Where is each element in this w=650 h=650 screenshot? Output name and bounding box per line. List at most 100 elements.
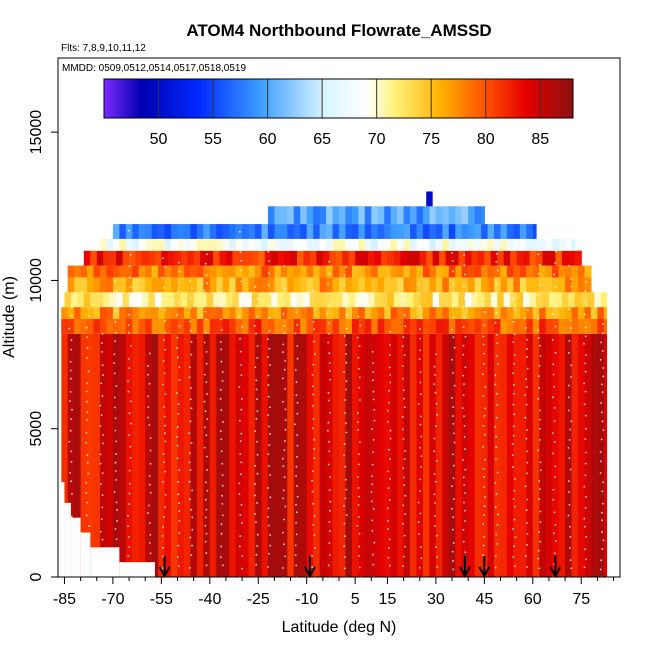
- heatmap-cell: [87, 307, 95, 319]
- track-point: [311, 555, 313, 557]
- heatmap-cell: [87, 265, 95, 278]
- heatmap-cell: [158, 265, 166, 278]
- track-point: [388, 366, 391, 369]
- track-point: [129, 422, 132, 425]
- heatmap-cell: [64, 292, 72, 308]
- heatmap-cell: [293, 224, 301, 239]
- track-point: [599, 358, 602, 361]
- heatmap-cell: [397, 265, 405, 278]
- track-point: [115, 567, 117, 570]
- track-point: [345, 514, 348, 517]
- track-point: [177, 493, 180, 496]
- track-point: [435, 460, 438, 462]
- track-point: [204, 498, 207, 501]
- heatmap-cell: [229, 238, 237, 251]
- track-point: [526, 386, 528, 388]
- heatmap-cell: [536, 250, 544, 266]
- track-point: [296, 455, 298, 458]
- track-point: [254, 483, 256, 485]
- track-point: [87, 370, 90, 373]
- track-point: [311, 566, 314, 569]
- heatmap-cell: [203, 333, 211, 577]
- track-point: [539, 306, 542, 309]
- track-point: [388, 389, 390, 392]
- heatmap-cell: [416, 224, 424, 239]
- heatmap-cell: [345, 318, 353, 334]
- heatmap-cell: [171, 224, 179, 239]
- track-point: [326, 312, 329, 315]
- track-point: [267, 465, 270, 467]
- track-point: [283, 368, 286, 371]
- x-tick-label: -55: [150, 591, 173, 608]
- track-point: [128, 546, 131, 548]
- track-point: [188, 461, 191, 464]
- track-point: [452, 542, 455, 544]
- track-point: [600, 341, 603, 344]
- track-point: [178, 281, 181, 284]
- track-point: [268, 330, 271, 332]
- heatmap-cell: [539, 318, 547, 334]
- heatmap-cell: [280, 307, 288, 319]
- heatmap-cell: [297, 250, 305, 266]
- track-point: [418, 567, 421, 569]
- heatmap-cell: [490, 292, 498, 308]
- heatmap-cell: [497, 292, 505, 308]
- heatmap-cell: [235, 333, 243, 577]
- heatmap-cell: [203, 238, 211, 251]
- track-point: [268, 552, 270, 555]
- heatmap-cell: [532, 265, 540, 278]
- track-point: [404, 325, 407, 328]
- track-point: [372, 362, 374, 364]
- heatmap-cell: [190, 307, 198, 319]
- track-point: [284, 440, 286, 442]
- heatmap-cell: [190, 224, 198, 239]
- heatmap-cell: [180, 250, 188, 266]
- track-point: [219, 430, 222, 432]
- heatmap-cell: [196, 265, 204, 278]
- heatmap-cell: [83, 292, 91, 308]
- heatmap-cell: [345, 224, 353, 239]
- track-point: [585, 354, 587, 356]
- heatmap-cell: [248, 224, 256, 239]
- track-point: [296, 345, 299, 347]
- track-point: [254, 366, 257, 369]
- heatmap-cell: [145, 318, 153, 334]
- heatmap-cell: [87, 318, 95, 334]
- heatmap-cell: [171, 238, 179, 251]
- track-point: [434, 546, 437, 549]
- heatmap-cell: [345, 238, 353, 251]
- heatmap-cell: [406, 250, 414, 266]
- track-point: [526, 309, 529, 311]
- heatmap-cell: [93, 307, 101, 319]
- track-point: [205, 274, 208, 277]
- heatmap-cell: [403, 238, 411, 251]
- track-point: [539, 409, 542, 412]
- heatmap-cell: [571, 307, 579, 319]
- heatmap-cell: [377, 318, 385, 334]
- track-point: [526, 367, 529, 370]
- track-point: [282, 531, 284, 534]
- track-point: [102, 442, 104, 445]
- track-point: [401, 415, 404, 418]
- heatmap-cell: [568, 292, 576, 308]
- heatmap-cell: [561, 250, 569, 266]
- track-point: [268, 284, 270, 287]
- track-point: [163, 372, 166, 375]
- heatmap-cell: [377, 224, 385, 239]
- track-point: [205, 434, 208, 437]
- heatmap-cell: [67, 318, 75, 334]
- heatmap-cell: [380, 292, 389, 308]
- track-point: [114, 417, 117, 420]
- heatmap-cell: [448, 318, 456, 334]
- track-point: [514, 478, 516, 480]
- track-point: [484, 386, 487, 388]
- track-point: [86, 357, 88, 359]
- track-point: [282, 465, 285, 468]
- heatmap-cell: [484, 292, 492, 308]
- heatmap-cell: [416, 206, 424, 225]
- track-point: [600, 511, 603, 514]
- heatmap-cell: [555, 250, 563, 266]
- track-point: [164, 424, 167, 427]
- heatmap-cell: [216, 333, 224, 577]
- heatmap-cell: [319, 318, 327, 334]
